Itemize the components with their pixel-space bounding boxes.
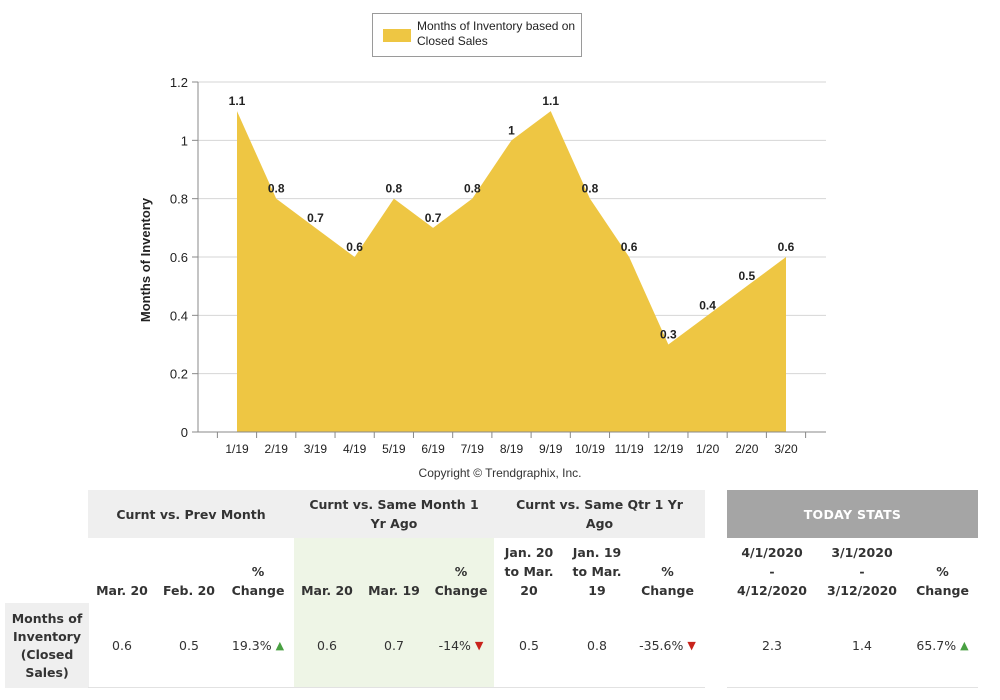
cell-prior-range: 1.4 [817,603,907,688]
y-tick-label: 1.2 [170,75,188,90]
group-header-same-qtr: Curnt vs. Same Qtr 1 Yr Ago [494,490,705,538]
legend-swatch [383,29,411,42]
col-header-mar20: Mar. 20 [96,583,148,598]
group-header-prev-month: Curnt vs. Prev Month [88,490,294,538]
cell-pct-change-2: -14% ▼ [428,603,494,688]
stats-table: Curnt vs. Prev Month Curnt vs. Same Mont… [0,490,1000,700]
cell-jan20-mar20: 0.5 [494,603,564,688]
col-header-pct-change-4: % Change [916,564,969,598]
legend-label: Months of Inventory based on Closed Sale… [417,19,576,48]
x-tick-label: 7/19 [461,442,485,456]
up-arrow-icon: ▲ [960,638,969,652]
col-header-jan19-mar19: Jan. 19 to Mar. 19 [572,545,622,598]
data-labels: 1.1 0.8 0.7 0.6 0.8 0.7 0.8 1 1.1 0.8 0.6 0.3 0.4 0.5… [229,94,795,341]
y-tick-label: 1 [181,133,188,148]
data-label: 0.6 [621,240,638,254]
area-series [237,111,786,433]
col-header-mar20-b: Mar. 20 [294,538,360,603]
cell-jan19-mar19: 0.8 [564,603,630,688]
x-tick-label: 10/19 [575,442,605,456]
x-tick-label: 4/19 [343,442,367,456]
today-range-start: 4/1/2020 [741,545,803,560]
col-header-pct-change-1: % Change [231,564,285,598]
cell-pct-change-4-value: 65.7% [916,637,957,653]
data-label: 0.8 [386,182,403,196]
y-tick-label: 0.8 [170,192,188,207]
cell-mar20: 0.6 [88,603,156,688]
chart-area: 0 0.2 0.4 0.6 0.8 1 1.2 1/19 2/19 3/19 4/19 5/19 6/1… [138,13,826,480]
data-label: 0.8 [268,182,285,196]
x-tick-label: 2/19 [265,442,289,456]
x-tick-label: 11/19 [615,442,644,456]
down-arrow-icon: ▼ [687,638,696,652]
x-tick-label: 9/19 [539,442,563,456]
prior-range-start: 3/1/2020 [831,545,893,560]
axes: 0 0.2 0.4 0.6 0.8 1 1.2 1/19 2/19 3/19 4/19 5/19 6/1… [170,75,826,456]
cell-pct-change-2-value: -14% [438,637,471,653]
area-fill [237,111,786,433]
group-header-today-stats: TODAY STATS [727,490,978,538]
cell-pct-change-1-value: 19.3% [231,637,272,653]
x-tick-label: 1/20 [696,442,720,456]
row-label-months-of-inventory: Months of Inventory (Closed Sales) [5,603,89,688]
col-header-pct-change-2: % Change [428,538,494,603]
data-label: 1 [508,123,515,137]
cell-mar20-b: 0.6 [294,603,360,688]
col-header-pct-change-3: % Change [641,564,694,598]
data-label: 0.7 [307,211,324,225]
chart-legend: Months of Inventory based on Closed Sale… [372,13,582,57]
area-chart: 0 0.2 0.4 0.6 0.8 1 1.2 1/19 2/19 3/19 4/19 5/19 6/1… [138,75,826,456]
data-label: 0.7 [425,211,442,225]
prior-range-end: 3/12/2020 [826,583,897,598]
x-tick-label: 12/19 [653,442,683,456]
col-header-prior-range: 3/1/2020 - 3/12/2020 [817,538,907,603]
y-tick-label: 0.2 [170,367,188,382]
data-label: 0.6 [346,240,363,254]
today-range-end: 4/12/2020 [736,583,807,598]
up-arrow-icon: ▲ [275,638,285,652]
x-tick-label: 5/19 [382,442,406,456]
x-tick-label: 3/19 [304,442,328,456]
x-tick-label: 6/19 [421,442,445,456]
col-header-mar19: Mar. 19 [360,538,428,603]
group-header-same-month: Curnt vs. Same Month 1 Yr Ago [294,490,494,538]
data-label: 0.3 [660,328,677,342]
y-axis-title: Months of Inventory [138,197,153,322]
cell-pct-change-3: -35.6% ▼ [630,603,705,688]
data-label: 1.1 [229,94,246,108]
data-label: 0.5 [738,269,755,283]
cell-pct-change-1: 19.3% ▲ [222,603,294,688]
x-tick-label: 8/19 [500,442,524,456]
down-arrow-icon: ▼ [474,638,484,652]
cell-mar19: 0.7 [360,603,428,688]
data-label: 0.8 [582,182,599,196]
y-tick-label: 0.6 [170,250,188,265]
col-header-jan20-mar20: Jan. 20 to Mar. 20 [504,545,554,598]
today-range-sep: - [769,564,775,579]
data-label: 0.8 [464,182,481,196]
col-header-today-range: 4/1/2020 - 4/12/2020 [727,538,817,603]
cell-feb20: 0.5 [156,603,222,688]
data-label: 0.4 [699,298,716,312]
col-header-feb20: Feb. 20 [163,583,215,598]
cell-pct-change-4: 65.7% ▲ [907,603,978,688]
cell-today-range: 2.3 [727,603,817,688]
prior-range-sep: - [859,564,865,579]
x-tick-label: 3/20 [774,442,798,456]
cell-pct-change-3-value: -35.6% [639,637,684,653]
x-tick-label: 1/19 [225,442,249,456]
y-tick-label: 0 [181,425,188,440]
data-label: 0.6 [778,240,795,254]
x-tick-label: 2/20 [735,442,759,456]
copyright-text: Copyright © Trendgraphix, Inc. [418,466,582,480]
y-tick-label: 0.4 [170,308,188,323]
data-label: 1.1 [542,94,559,108]
